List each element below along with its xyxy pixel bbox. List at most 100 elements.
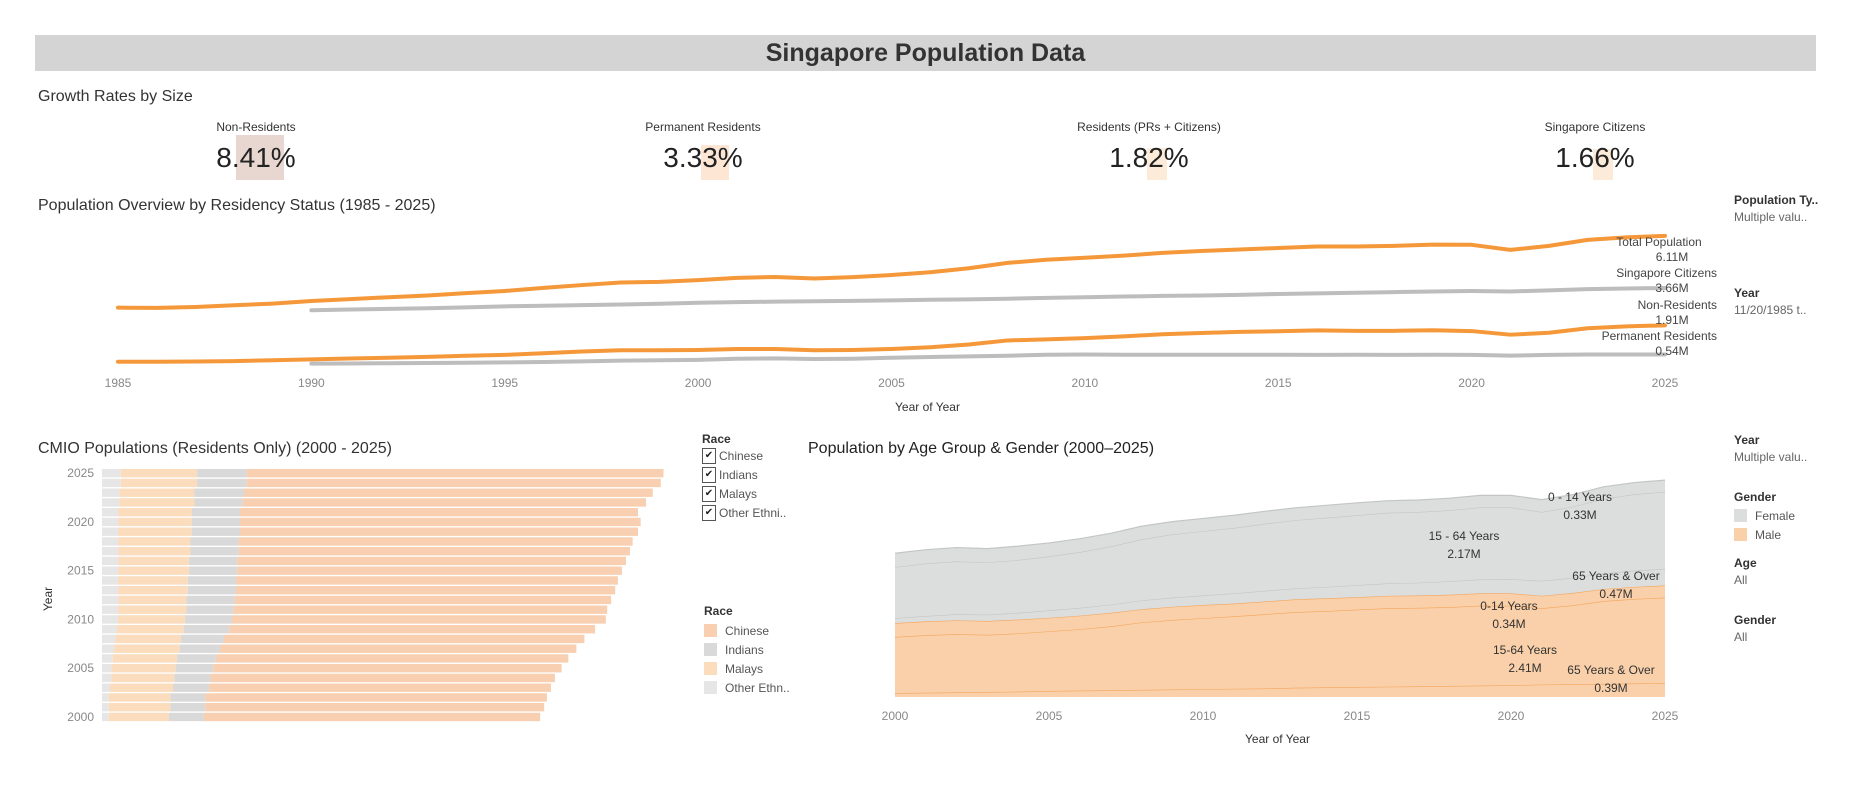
bar-indians-2010[interactable] xyxy=(185,615,232,624)
bar-other-ethn--2007[interactable] xyxy=(102,644,115,653)
bar-malays-2016[interactable] xyxy=(118,556,190,566)
bar-malays-2005[interactable] xyxy=(111,664,176,673)
bar-chinese-2024[interactable] xyxy=(246,478,661,488)
bar-malays-2004[interactable] xyxy=(111,673,175,683)
bar-chinese-2020[interactable] xyxy=(240,517,641,527)
bar-chinese-2013[interactable] xyxy=(236,586,616,595)
bar-malays-2023[interactable] xyxy=(119,488,195,497)
bar-indians-2018[interactable] xyxy=(190,537,239,546)
bar-indians-2012[interactable] xyxy=(186,595,235,605)
bar-other-ethn--2012[interactable] xyxy=(102,595,119,605)
bar-chinese-2006[interactable] xyxy=(215,654,569,663)
bar-malays-2015[interactable] xyxy=(118,566,190,575)
bar-chinese-2000[interactable] xyxy=(203,712,541,722)
bar-indians-2024[interactable] xyxy=(197,478,247,488)
area-female-0-14-years[interactable] xyxy=(895,480,1665,568)
bar-other-ethn--2006[interactable] xyxy=(102,654,113,663)
bar-chinese-2004[interactable] xyxy=(210,673,555,683)
race-filter-option[interactable]: ✔ Indians xyxy=(702,465,786,484)
bar-other-ethn--2001[interactable] xyxy=(102,703,109,712)
bar-malays-2024[interactable] xyxy=(120,478,198,488)
bar-chinese-2008[interactable] xyxy=(223,634,585,644)
bar-malays-2018[interactable] xyxy=(118,537,191,546)
filter-value[interactable]: Multiple valu.. xyxy=(1734,450,1808,464)
area-male-15-64-years[interactable] xyxy=(895,597,1665,694)
filter-value[interactable]: All xyxy=(1734,573,1748,587)
bar-malays-2001[interactable] xyxy=(108,703,171,712)
bar-other-ethn--2021[interactable] xyxy=(102,508,119,517)
race-legend-item[interactable]: Other Ethn.. xyxy=(704,678,790,697)
bar-chinese-2025[interactable] xyxy=(246,469,664,478)
area-female-15-64-years[interactable] xyxy=(895,491,1665,619)
area-female-65-years-over[interactable] xyxy=(895,568,1665,624)
checkbox-checked-icon[interactable]: ✔ xyxy=(702,504,716,521)
bar-indians-2013[interactable] xyxy=(187,586,236,595)
bar-chinese-2018[interactable] xyxy=(238,537,633,546)
bar-malays-2017[interactable] xyxy=(118,547,191,556)
bar-other-ethn--2016[interactable] xyxy=(102,556,119,566)
bar-malays-2010[interactable] xyxy=(118,615,186,624)
bar-indians-2005[interactable] xyxy=(175,664,214,673)
line-permanent-residents[interactable] xyxy=(309,352,1667,366)
bar-chinese-2014[interactable] xyxy=(236,576,618,585)
bar-chinese-2009[interactable] xyxy=(229,625,596,634)
bar-indians-2003[interactable] xyxy=(173,683,210,692)
bar-other-ethn--2025[interactable] xyxy=(102,469,121,478)
bar-indians-2008[interactable] xyxy=(181,634,224,644)
bar-malays-2011[interactable] xyxy=(118,605,187,614)
bar-chinese-2010[interactable] xyxy=(231,615,606,624)
bar-indians-2009[interactable] xyxy=(183,625,230,634)
bar-malays-2000[interactable] xyxy=(108,712,169,722)
bar-chinese-2002[interactable] xyxy=(205,693,547,702)
filter-value[interactable]: Multiple valu.. xyxy=(1734,210,1808,224)
gender-legend-item[interactable]: Male xyxy=(1734,525,1795,544)
age-filter[interactable]: Age All xyxy=(1734,556,1757,587)
bar-chinese-2003[interactable] xyxy=(209,683,551,692)
year-range-filter[interactable]: Year 11/20/1985 t.. xyxy=(1734,286,1807,317)
bar-malays-2014[interactable] xyxy=(118,576,188,585)
bar-other-ethn--2014[interactable] xyxy=(102,576,119,585)
bar-malays-2003[interactable] xyxy=(110,683,174,692)
area-male-0-14-years[interactable] xyxy=(895,585,1665,638)
bar-indians-2007[interactable] xyxy=(179,644,220,653)
bar-malays-2012[interactable] xyxy=(118,595,187,605)
bar-other-ethn--2011[interactable] xyxy=(102,605,119,614)
bar-indians-2004[interactable] xyxy=(174,673,211,683)
bar-indians-2002[interactable] xyxy=(170,693,206,702)
bar-indians-2016[interactable] xyxy=(189,556,238,566)
filter-value[interactable]: All xyxy=(1734,630,1748,644)
checkbox-checked-icon[interactable]: ✔ xyxy=(702,447,716,464)
bar-chinese-2011[interactable] xyxy=(233,605,608,614)
race-filter-option[interactable]: ✔ Chinese xyxy=(702,446,786,465)
bar-other-ethn--2002[interactable] xyxy=(102,693,109,702)
bar-malays-2008[interactable] xyxy=(115,634,182,644)
population-type-filter[interactable]: Population Ty.. Multiple valu.. xyxy=(1734,193,1818,224)
bar-other-ethn--2010[interactable] xyxy=(102,615,119,624)
bar-other-ethn--2000[interactable] xyxy=(102,712,109,722)
bar-other-ethn--2015[interactable] xyxy=(102,566,119,575)
bar-chinese-2023[interactable] xyxy=(244,488,653,497)
bar-chinese-2016[interactable] xyxy=(237,556,626,566)
bar-indians-2020[interactable] xyxy=(191,517,241,527)
line-singapore-citizens[interactable] xyxy=(309,286,1667,313)
bar-indians-2006[interactable] xyxy=(177,654,216,663)
bar-chinese-2001[interactable] xyxy=(205,703,545,712)
bar-chinese-2019[interactable] xyxy=(240,527,638,536)
bar-other-ethn--2018[interactable] xyxy=(102,537,119,546)
race-filter-option[interactable]: ✔ Malays xyxy=(702,484,786,503)
bar-chinese-2007[interactable] xyxy=(219,644,577,653)
bar-indians-2019[interactable] xyxy=(191,527,241,536)
bar-indians-2022[interactable] xyxy=(194,498,243,507)
bar-chinese-2005[interactable] xyxy=(213,664,562,673)
bar-chinese-2022[interactable] xyxy=(242,498,647,507)
filter-value[interactable]: 11/20/1985 t.. xyxy=(1734,303,1807,317)
bar-indians-2025[interactable] xyxy=(197,469,247,478)
bar-indians-2014[interactable] xyxy=(187,576,236,585)
bar-other-ethn--2008[interactable] xyxy=(102,634,116,644)
bar-other-ethn--2019[interactable] xyxy=(102,527,119,536)
checkbox-checked-icon[interactable]: ✔ xyxy=(702,466,716,483)
bar-malays-2019[interactable] xyxy=(118,527,192,536)
bar-indians-2015[interactable] xyxy=(189,566,238,575)
bar-other-ethn--2024[interactable] xyxy=(102,478,121,488)
race-legend-item[interactable]: Malays xyxy=(704,659,790,678)
